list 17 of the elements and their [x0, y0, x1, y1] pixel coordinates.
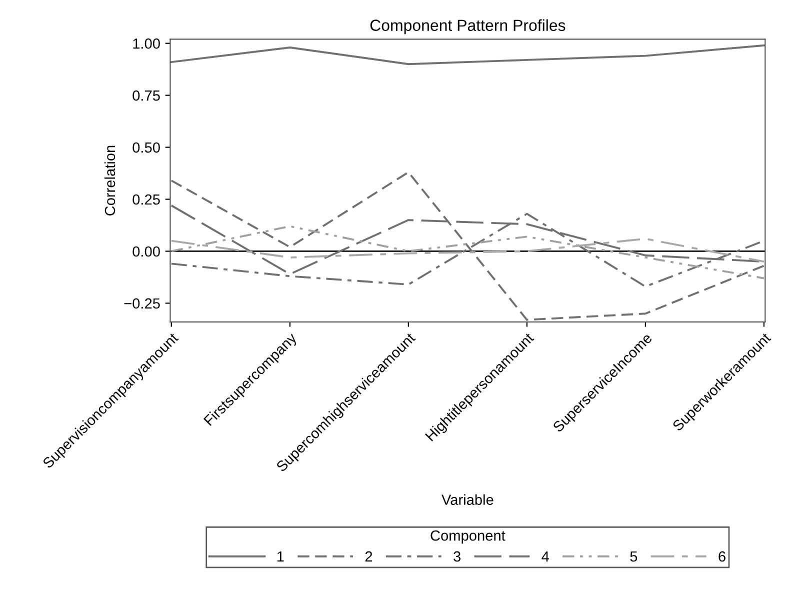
y-tick-label: 1.00: [133, 38, 160, 49]
legend-label: 3: [454, 551, 460, 562]
chart-title: Component Pattern Profiles: [370, 19, 566, 34]
legend-label: 2: [365, 551, 372, 562]
y-tick-label: 0.75: [132, 90, 160, 101]
y-tick-label: 0.00: [132, 246, 160, 257]
y-axis-title: Correlation: [104, 146, 116, 216]
legend-label: 5: [630, 551, 638, 562]
line-series: [170, 44, 765, 66]
y-tick-label: 0.50: [132, 142, 160, 153]
y-tick-label: −0.25: [124, 298, 160, 309]
legend-label: 4: [542, 551, 550, 562]
legend-label: 1: [277, 551, 284, 562]
x-axis-title: Variable: [442, 494, 494, 505]
legend-title: Component: [430, 530, 506, 544]
y-tick-label: 0.25: [132, 194, 160, 205]
legend-label: 6: [718, 551, 726, 562]
